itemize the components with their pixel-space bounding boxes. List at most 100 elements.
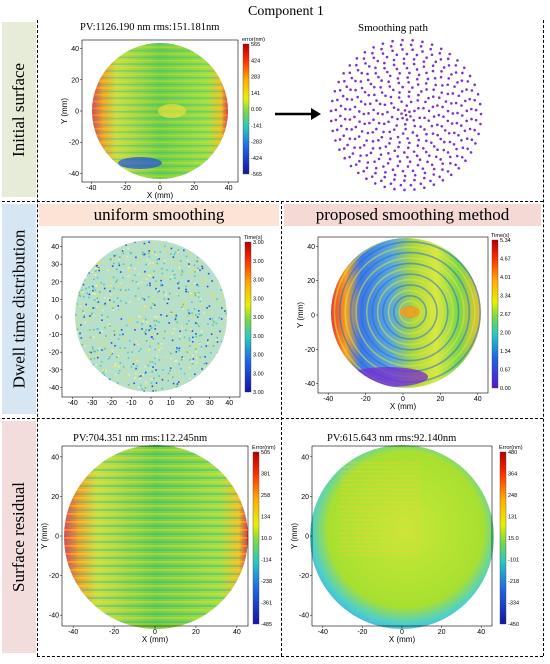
path-dot	[334, 108, 338, 112]
residual-proposed-title: PV:615.643 nm rms:92.140nm	[327, 433, 457, 444]
path-dot	[473, 83, 476, 87]
path-dot	[365, 166, 369, 170]
path-dot	[372, 108, 375, 112]
path-dot	[446, 83, 450, 87]
residual-uniform-colorbar	[252, 451, 260, 625]
initial-low-region	[118, 157, 162, 169]
initial-ytick-label: 40	[71, 46, 79, 53]
path-dot	[447, 131, 451, 135]
path-dot	[412, 118, 416, 122]
path-dot	[389, 44, 393, 48]
path-dot	[439, 47, 443, 51]
path-dot	[384, 145, 388, 148]
path-dot	[425, 56, 428, 59]
path-dot	[415, 53, 419, 57]
path-dot	[396, 164, 400, 168]
residual-uniform-title: PV:704.351 nm rms:112.245nm	[73, 433, 208, 444]
path-dot	[457, 133, 460, 137]
uniform-xtick-label: 20	[186, 400, 194, 407]
frame-right	[543, 20, 544, 656]
path-dot	[342, 72, 345, 75]
initial-ytick-label: 0	[75, 109, 79, 116]
path-dot	[406, 146, 410, 150]
path-dot	[367, 93, 371, 97]
path-dot	[436, 148, 439, 151]
path-dot	[419, 45, 423, 48]
path-dot	[446, 92, 450, 96]
initial-colorbar-tick: -424	[251, 156, 262, 162]
residual-proposed-ytick-label: 0	[305, 534, 309, 541]
path-dot	[408, 141, 411, 145]
path-dot	[368, 121, 371, 125]
path-dot	[436, 123, 439, 127]
residual-uniform-xtick-label: 40	[233, 629, 241, 636]
path-dot	[362, 112, 366, 116]
path-dot	[366, 131, 370, 135]
path-dot	[388, 130, 392, 134]
path-dot	[396, 77, 400, 80]
path-dot	[362, 57, 366, 60]
path-dot	[408, 71, 411, 75]
initial-xtick-label: 0	[158, 185, 162, 192]
residual-proposed-disk	[310, 445, 494, 629]
uniform-ytick-label: 20	[51, 279, 59, 286]
path-dot	[470, 89, 474, 92]
proposed-xtick-label: -20	[361, 396, 371, 403]
path-dot	[429, 179, 432, 183]
path-dot	[446, 109, 450, 113]
uniform-xtick-label: -10	[126, 400, 136, 407]
path-dot	[373, 160, 376, 163]
path-dot	[401, 48, 404, 51]
path-dot	[423, 116, 426, 120]
path-dot	[391, 39, 394, 43]
path-dot	[465, 137, 469, 140]
path-dot	[416, 163, 420, 167]
path-dot	[422, 146, 425, 150]
residual-uniform-xlabel: X (mm)	[142, 635, 169, 644]
path-dot	[371, 131, 375, 134]
path-dot	[365, 177, 368, 181]
residual-proposed-colorbar-tick: 15.0	[508, 536, 519, 542]
residual-uniform-xtick-label: 0	[153, 629, 157, 636]
path-dot	[398, 91, 401, 94]
proposed-ytick-label: 20	[307, 278, 315, 285]
path-dot	[454, 163, 457, 167]
uniform-colorbar-tick: 3.00	[253, 259, 264, 265]
path-dot	[329, 119, 333, 123]
figure-title: Component 1	[248, 4, 324, 19]
path-dot	[360, 86, 364, 90]
path-dot	[457, 166, 461, 170]
path-dot	[386, 162, 390, 165]
path-dot	[439, 137, 442, 141]
path-dot	[368, 102, 372, 106]
path-dot	[383, 185, 386, 189]
path-dot	[448, 140, 452, 144]
path-dot	[453, 85, 456, 88]
uniform-ytick-label: -40	[49, 385, 59, 392]
path-dot	[454, 71, 458, 74]
path-dot	[406, 137, 409, 140]
path-dot	[459, 124, 463, 127]
path-dot	[440, 70, 443, 73]
path-dot	[389, 95, 393, 99]
path-dot	[419, 125, 422, 129]
proposed-colorbar-tick: 3.34	[500, 294, 511, 300]
path-dot	[468, 97, 471, 101]
path-dot	[392, 128, 396, 131]
path-dot	[463, 99, 467, 103]
residual-proposed-colorbar-title: Error(nm)	[499, 445, 523, 451]
path-dot	[448, 155, 452, 159]
path-dot	[375, 127, 378, 131]
divider-col	[281, 201, 282, 656]
proposed-colorbar-tick: 4.01	[500, 275, 511, 281]
path-dot	[391, 168, 395, 172]
path-dot	[391, 49, 394, 53]
path-dot	[452, 143, 456, 146]
path-dot	[460, 90, 464, 93]
proposed-colorbar	[491, 239, 499, 389]
path-dot	[437, 113, 441, 117]
path-dot	[474, 118, 478, 122]
smoothing-path-title: Smoothing path	[358, 22, 428, 34]
path-dot	[387, 152, 390, 155]
uniform-ytick-label: 0	[55, 315, 59, 322]
